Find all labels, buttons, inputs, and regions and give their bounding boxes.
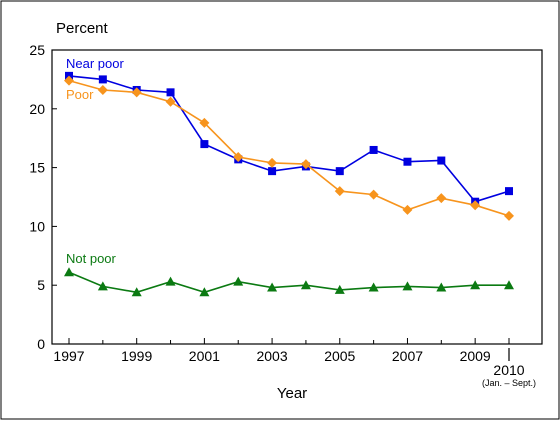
data-point-poor (436, 193, 447, 204)
series-label-poor: Poor (66, 87, 94, 102)
x-tick-label: 1999 (121, 348, 152, 364)
x-axis-title: Year (277, 385, 307, 402)
series-label-not-poor: Not poor (66, 251, 117, 266)
data-point-near-poor (505, 187, 513, 196)
data-point-not-poor (436, 282, 447, 292)
series-line-not-poor (68, 271, 509, 294)
data-point-not-poor (334, 284, 345, 294)
y-tick-label: 0 (37, 336, 45, 352)
x-tick-label: 2007 (392, 348, 423, 364)
x-tick-label: 1997 (53, 348, 84, 364)
x-tick-label: 2005 (324, 348, 355, 364)
y-tick-label: 5 (37, 277, 45, 293)
data-point-poor (165, 96, 176, 107)
data-point-near-poor (268, 167, 277, 176)
data-point-poor (64, 75, 74, 86)
data-point-not-poor (267, 282, 278, 292)
data-point-poor (267, 157, 278, 168)
y-tick-label: 25 (29, 42, 45, 58)
data-point-not-poor (199, 287, 210, 297)
data-point-near-poor (166, 88, 175, 97)
data-point-near-poor (335, 167, 344, 176)
data-point-not-poor (300, 280, 311, 290)
data-point-near-poor (403, 157, 412, 166)
data-point-not-poor (504, 280, 514, 290)
data-point-poor (97, 84, 108, 95)
data-point-near-poor (200, 140, 209, 149)
data-point-not-poor (233, 276, 244, 286)
data-point-poor (233, 152, 244, 163)
data-point-near-poor (369, 145, 378, 154)
data-point-not-poor (97, 281, 108, 291)
y-tick-label: 15 (29, 160, 45, 176)
x-tick-label: 2001 (189, 348, 220, 364)
data-point-poor (199, 117, 210, 128)
series-label-near-poor: Near poor (66, 56, 124, 71)
data-point-poor (470, 200, 481, 211)
y-tick-label: 10 (29, 218, 45, 234)
x-tick-note: (Jan. – Sept.) (482, 378, 536, 388)
plot-area-frame (51, 49, 543, 345)
series-layer (64, 71, 514, 297)
data-point-poor (368, 189, 379, 200)
y-tick-label: 20 (29, 101, 45, 117)
series-line-poor (68, 79, 510, 217)
x-tick-label: 2010 (493, 362, 524, 378)
data-point-not-poor (131, 287, 142, 297)
y-axis-title: Percent (56, 20, 109, 37)
data-point-near-poor (437, 156, 446, 165)
data-point-poor (300, 159, 311, 170)
data-point-not-poor (165, 276, 176, 286)
data-point-not-poor (368, 282, 379, 292)
data-point-poor (334, 186, 345, 197)
data-point-poor (131, 87, 142, 98)
data-point-not-poor (402, 281, 413, 291)
data-point-not-poor (64, 267, 74, 277)
x-tick-label: 2009 (460, 348, 491, 364)
y-axis-ticks: 0 5 10 15 20 25 (29, 42, 57, 352)
data-point-poor (504, 210, 514, 221)
x-tick-label: 2003 (256, 348, 287, 364)
series-line-near-poor (68, 75, 510, 203)
data-point-near-poor (98, 75, 107, 84)
data-point-not-poor (470, 280, 481, 290)
data-point-poor (402, 204, 413, 215)
